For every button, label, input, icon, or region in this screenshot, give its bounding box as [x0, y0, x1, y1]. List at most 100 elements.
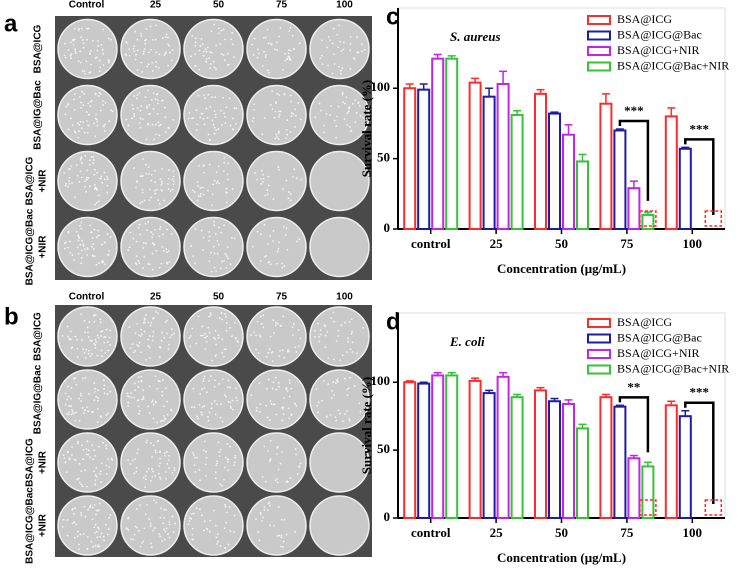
colony: [80, 156, 83, 159]
colony: [293, 402, 296, 405]
colony: [335, 340, 338, 343]
colony: [137, 529, 140, 532]
colony: [213, 266, 216, 269]
colony: [163, 199, 165, 202]
colony: [203, 123, 206, 126]
legend-label: BSA@ICG@Bac+NIR: [617, 361, 729, 375]
colony: [211, 119, 214, 122]
column-label: 75: [276, 292, 288, 303]
colony: [154, 169, 156, 172]
colony: [133, 50, 136, 53]
colony: [360, 43, 363, 46]
colony: [93, 449, 96, 452]
colony: [284, 52, 286, 55]
colony: [130, 396, 133, 399]
colony: [152, 444, 155, 447]
colony: [78, 543, 80, 546]
colony: [127, 528, 130, 531]
colony: [70, 165, 73, 168]
colony: [205, 50, 208, 53]
colony: [278, 116, 280, 118]
colony: [214, 233, 217, 236]
colony: [137, 226, 140, 229]
colony: [215, 354, 217, 357]
bar: [496, 375, 510, 519]
colony: [91, 245, 93, 248]
colony: [194, 41, 197, 44]
colony: [170, 233, 173, 235]
colony: [99, 321, 102, 324]
colony: [92, 156, 95, 158]
colony: [157, 312, 159, 315]
colony: [229, 530, 232, 532]
colony: [79, 61, 82, 64]
error-bar: [681, 409, 690, 417]
colony: [192, 538, 195, 541]
colony: [159, 462, 161, 465]
colony: [134, 262, 137, 264]
colony: [93, 188, 96, 190]
colony: [323, 124, 326, 127]
colony: [265, 356, 268, 358]
colony: [283, 356, 286, 359]
colony: [134, 525, 137, 528]
colony: [144, 478, 147, 481]
colony: [65, 471, 68, 474]
colony: [333, 119, 336, 122]
colony: [277, 248, 280, 250]
colony: [187, 523, 190, 526]
colony: [225, 106, 228, 109]
colony: [172, 183, 175, 186]
colony: [332, 311, 335, 314]
colony: [134, 458, 137, 460]
colony: [154, 375, 157, 378]
colony: [141, 191, 144, 194]
bar: [431, 57, 445, 231]
colony: [167, 183, 169, 185]
colony: [333, 394, 336, 396]
colony: [139, 335, 142, 337]
colony: [67, 395, 70, 398]
colony: [336, 33, 339, 36]
legend-label: BSA@ICG+NIR: [617, 346, 700, 360]
colony: [96, 171, 99, 174]
colony: [266, 388, 268, 390]
colony: [343, 102, 346, 105]
colony: [283, 397, 285, 399]
colony: [97, 397, 100, 399]
colony: [107, 412, 110, 415]
colony: [362, 326, 365, 329]
colony: [281, 262, 284, 265]
colony: [169, 336, 172, 339]
colony: [94, 473, 97, 476]
colony: [64, 184, 67, 187]
colony: [172, 180, 175, 183]
colony: [154, 38, 157, 41]
colony: [233, 107, 236, 110]
colony: [268, 71, 270, 74]
colony: [208, 530, 211, 533]
colony: [127, 404, 129, 407]
colony: [148, 346, 151, 349]
colony: [253, 103, 256, 106]
colony: [267, 351, 270, 354]
colony: [68, 338, 70, 340]
colony: [327, 357, 330, 360]
colony: [84, 515, 87, 518]
colony: [194, 44, 197, 47]
colony: [283, 93, 286, 96]
colony: [155, 61, 157, 63]
colony: [70, 347, 73, 349]
colony: [145, 172, 148, 175]
error-bar: [536, 386, 545, 391]
colony: [97, 527, 100, 530]
colony: [167, 459, 170, 461]
colony: [342, 101, 345, 104]
colony: [221, 338, 224, 341]
bar: [482, 95, 496, 230]
colony: [227, 178, 230, 181]
colony: [79, 392, 82, 395]
colony: [202, 193, 205, 196]
colony: [137, 405, 140, 408]
colony: [347, 110, 350, 113]
